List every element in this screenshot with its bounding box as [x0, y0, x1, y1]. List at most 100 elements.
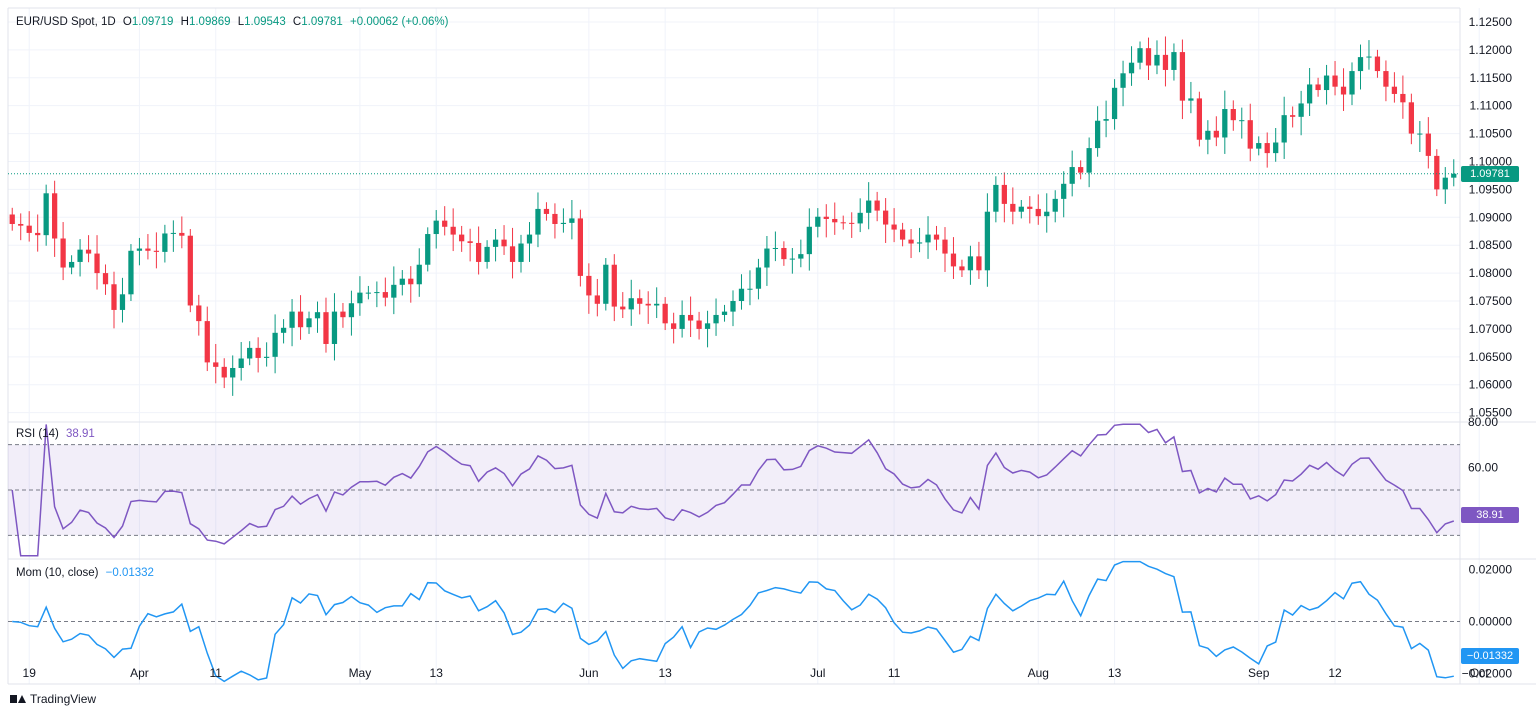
candle [382, 277, 388, 307]
symbol-label[interactable]: EUR/USD Spot, 1D [16, 16, 116, 28]
candle-body [1298, 103, 1304, 117]
candle-body [357, 292, 363, 304]
candle-body [840, 222, 846, 224]
candle [1222, 90, 1228, 154]
candle [823, 204, 829, 238]
candle-body [933, 234, 940, 240]
candle-body [823, 216, 829, 219]
change-value: +0.00062 (+0.06%) [350, 16, 449, 28]
candle-body [586, 275, 592, 296]
candle-body [704, 323, 711, 329]
candle [1103, 100, 1109, 138]
candle [730, 290, 736, 327]
candle-body [967, 256, 974, 271]
candle-body [781, 247, 787, 260]
price-axis: 1.12500 1.12000 1.11500 1.11000 1.10500 1.100… [1469, 15, 1513, 420]
candle [111, 271, 117, 329]
candle [263, 342, 270, 367]
candle [187, 229, 193, 313]
candle-body [789, 258, 795, 260]
candle-body [662, 303, 668, 324]
candle [94, 235, 100, 290]
candle [569, 199, 575, 240]
price-tick-label: 1.11500 [1470, 71, 1513, 85]
tradingview-logo[interactable]: TradingView [10, 692, 96, 706]
candle-body [255, 347, 261, 358]
candle-body [1383, 71, 1389, 87]
candle-body [60, 238, 66, 268]
candle [1315, 77, 1321, 97]
time-tick-label: Aug [1028, 666, 1049, 680]
candle-body [730, 301, 736, 312]
candle [1442, 167, 1448, 204]
candle [755, 258, 762, 300]
candle [247, 341, 253, 366]
rsi-pane: 80.00 60.00 [8, 415, 1498, 557]
candle [806, 208, 812, 271]
candle [1137, 41, 1143, 70]
rsi-label[interactable]: RSI (14) [16, 428, 59, 440]
candle-body [1128, 62, 1135, 74]
candle-body [187, 235, 193, 306]
candle-body [1222, 109, 1228, 138]
candle [687, 296, 694, 338]
time-tick-label: Jun [579, 666, 598, 680]
candle [43, 184, 49, 246]
rsi-tick-label: 80.00 [1468, 415, 1498, 429]
candle-body [442, 220, 448, 227]
price-tick-label: 1.08500 [1469, 238, 1513, 252]
candle [1010, 187, 1016, 225]
momentum-tick-label: 0.02000 [1469, 562, 1513, 576]
candle [1391, 72, 1398, 103]
rsi-value: 38.91 [66, 428, 95, 440]
candle [798, 239, 804, 268]
candle-body [1332, 75, 1338, 87]
candle-body [399, 278, 405, 285]
candle [1120, 60, 1126, 107]
high-value: 1.09869 [188, 16, 231, 28]
candle [35, 214, 41, 252]
candle [18, 213, 24, 241]
candle [492, 229, 499, 262]
candle [391, 266, 397, 315]
candle-body [416, 264, 422, 285]
candle [1239, 107, 1245, 139]
candle [586, 263, 592, 314]
candle-body [136, 248, 143, 251]
candle [119, 277, 126, 323]
candle [925, 216, 931, 259]
candle [230, 355, 236, 396]
candle [611, 254, 617, 322]
candle-body [365, 292, 372, 294]
candle-body [1154, 54, 1160, 66]
candle-body [247, 347, 253, 359]
candle [348, 290, 355, 336]
candle [1128, 46, 1135, 86]
candle-body [221, 366, 227, 378]
candle [145, 234, 151, 260]
candle-body [102, 273, 109, 285]
candle [535, 192, 541, 248]
candle-body [272, 332, 278, 357]
candle [671, 312, 677, 344]
candle [374, 281, 380, 308]
candle-body [323, 312, 329, 344]
open-label: O [122, 16, 132, 28]
candle [204, 306, 210, 372]
candle-body [738, 288, 745, 302]
candle-body [1230, 109, 1236, 121]
candle [9, 207, 15, 231]
momentum-label[interactable]: Mom (10, close) [16, 567, 99, 579]
candle-body [883, 210, 889, 225]
candle [399, 270, 405, 296]
candle [993, 176, 999, 223]
price-tick-label: 1.06500 [1469, 350, 1513, 364]
candle [255, 337, 261, 373]
candle-body [1451, 173, 1457, 178]
candle [416, 248, 422, 297]
candle [306, 311, 312, 334]
candle [1425, 117, 1431, 169]
close-label: C [292, 16, 302, 28]
candle-body [238, 358, 244, 368]
